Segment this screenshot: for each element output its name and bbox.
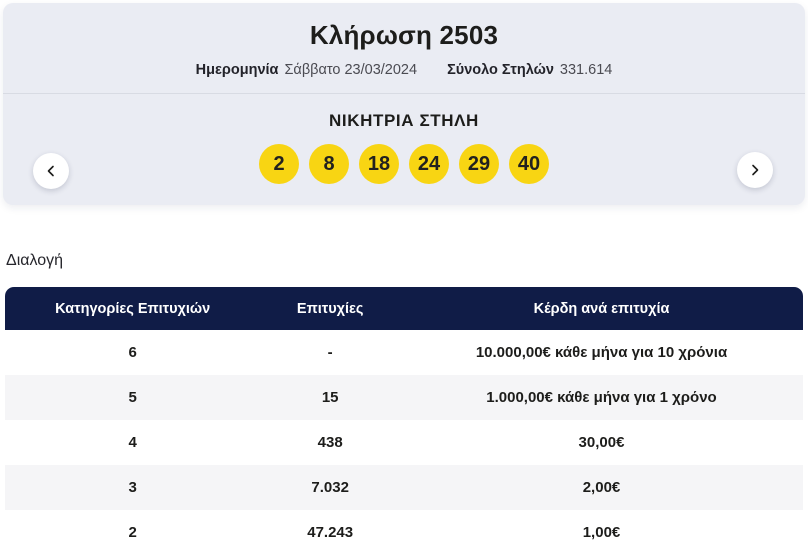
table-row: 2 47.243 1,00€ bbox=[5, 510, 803, 555]
category-cell: 6 bbox=[5, 330, 261, 375]
winning-number-ball: 40 bbox=[509, 144, 549, 184]
draw-date-value: Σάββατο 23/03/2024 bbox=[284, 62, 418, 78]
winning-number-ball: 8 bbox=[309, 144, 349, 184]
header-categories: Κατηγορίες Επιτυχιών bbox=[5, 287, 261, 330]
draw-title: Κλήρωση 2503 bbox=[309, 20, 499, 50]
winning-number-ball: 2 bbox=[259, 144, 299, 184]
sorting-section-label: Διαλογή bbox=[6, 252, 64, 269]
draw-meta: Ημερομηνία Σάββατο 23/03/2024 Σύνολο Στη… bbox=[3, 62, 805, 78]
draw-date-label: Ημερομηνία bbox=[195, 62, 279, 78]
header-prize-per-win: Κέρδη ανά επιτυχία bbox=[400, 287, 803, 330]
header-wins: Επιτυχίες bbox=[260, 287, 400, 330]
prize-cell: 1.000,00€ κάθε μήνα για 1 χρόνο bbox=[400, 375, 803, 420]
winning-numbers: 2 8 18 24 29 40 bbox=[3, 144, 805, 184]
wins-cell: - bbox=[260, 330, 400, 375]
category-cell: 3 bbox=[5, 465, 261, 510]
table-header: Κατηγορίες Επιτυχιών Επιτυχίες Κέρδη ανά… bbox=[5, 287, 803, 330]
prize-cell: 30,00€ bbox=[400, 420, 803, 465]
winning-number-ball: 29 bbox=[459, 144, 499, 184]
wins-cell: 7.032 bbox=[260, 465, 400, 510]
category-cell: 2 bbox=[5, 510, 261, 555]
total-columns-value: 331.614 bbox=[559, 62, 613, 78]
prize-cell: 2,00€ bbox=[400, 465, 803, 510]
chevron-right-icon bbox=[749, 164, 761, 176]
wins-cell: 438 bbox=[260, 420, 400, 465]
card-divider bbox=[3, 93, 805, 94]
next-draw-button[interactable] bbox=[737, 152, 773, 188]
table-row: 3 7.032 2,00€ bbox=[5, 465, 803, 510]
table-row: 4 438 30,00€ bbox=[5, 420, 803, 465]
category-cell: 4 bbox=[5, 420, 261, 465]
prize-tiers-table: Κατηγορίες Επιτυχιών Επιτυχίες Κέρδη ανά… bbox=[5, 287, 803, 555]
total-columns: Σύνολο Στηλών 331.614 bbox=[447, 62, 612, 78]
prize-cell: 10.000,00€ κάθε μήνα για 10 χρόνια bbox=[400, 330, 803, 375]
draw-card: Κλήρωση 2503 Ημερομηνία Σάββατο 23/03/20… bbox=[3, 3, 805, 205]
results-table-body: 6-10.000,00€ κάθε μήνα για 10 χρόνια 5 15 1… bbox=[5, 330, 803, 555]
winning-number-ball: 18 bbox=[359, 144, 399, 184]
wins-cell: 47.243 bbox=[260, 510, 400, 555]
category-cell: 5 bbox=[5, 375, 261, 420]
prize-cell: 1,00€ bbox=[400, 510, 803, 555]
winning-column-heading: ΝΙΚΗΤΡΙΑ ΣΤΗΛΗ bbox=[329, 111, 479, 130]
wins-cell: 15 bbox=[260, 375, 400, 420]
chevron-left-icon bbox=[45, 165, 57, 177]
winning-number-ball: 24 bbox=[409, 144, 449, 184]
table-row: 5 15 1.000,00€ κάθε μήνα για 1 χρόνο bbox=[5, 375, 803, 420]
previous-draw-button[interactable] bbox=[33, 153, 69, 189]
total-columns-label: Σύνολο Στηλών bbox=[447, 62, 554, 78]
draw-date: Ημερομηνία Σάββατο 23/03/2024 bbox=[196, 62, 417, 78]
table-row: 6-10.000,00€ κάθε μήνα για 10 χρόνια bbox=[5, 330, 803, 375]
